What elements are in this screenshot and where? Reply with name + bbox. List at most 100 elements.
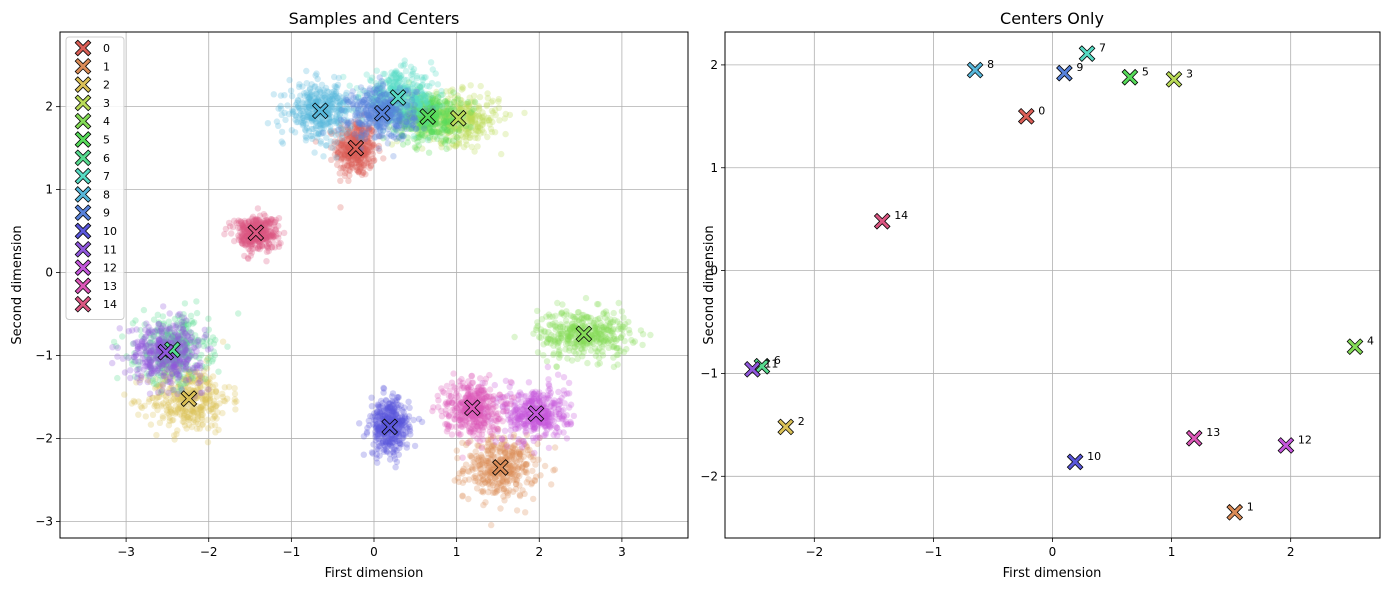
sample-point xyxy=(546,445,552,451)
sample-point xyxy=(222,384,228,390)
sample-point xyxy=(411,133,417,139)
sample-point xyxy=(304,116,310,122)
sample-point xyxy=(561,387,567,393)
sample-point xyxy=(154,407,160,413)
sample-point xyxy=(632,338,638,344)
sample-point xyxy=(405,139,411,145)
sample-point xyxy=(215,369,221,375)
sample-point xyxy=(551,432,557,438)
sample-point xyxy=(476,105,482,111)
sample-point xyxy=(545,376,551,382)
sample-point xyxy=(328,138,334,144)
sample-point xyxy=(366,422,372,428)
sample-point xyxy=(496,117,502,123)
sample-point xyxy=(614,345,620,351)
sample-point xyxy=(286,77,292,83)
sample-point xyxy=(457,100,463,106)
sample-point xyxy=(552,313,558,319)
sample-point xyxy=(559,310,565,316)
sample-point xyxy=(556,413,562,419)
sample-point xyxy=(214,393,220,399)
sample-point xyxy=(347,83,353,89)
sample-point xyxy=(435,81,441,87)
sample-point xyxy=(109,360,115,366)
sample-point xyxy=(376,145,382,151)
sample-point xyxy=(409,92,415,98)
sample-point xyxy=(165,390,171,396)
sample-point xyxy=(219,410,225,416)
sample-point xyxy=(210,373,216,379)
sample-point xyxy=(562,346,568,352)
sample-point xyxy=(488,464,494,470)
sample-point xyxy=(307,86,313,92)
sample-point xyxy=(371,157,377,163)
sample-point xyxy=(202,327,208,333)
sample-point xyxy=(188,313,194,319)
sample-point xyxy=(205,439,211,445)
sample-point xyxy=(479,460,485,466)
sample-point xyxy=(325,89,331,95)
sample-point xyxy=(309,126,315,132)
sample-point xyxy=(537,472,543,478)
sample-point xyxy=(520,463,526,469)
sample-point xyxy=(529,468,535,474)
sample-point xyxy=(492,382,498,388)
sample-point xyxy=(439,130,445,136)
sample-point xyxy=(465,496,471,502)
sample-point xyxy=(362,119,368,125)
sample-point xyxy=(289,93,295,99)
sample-point xyxy=(371,417,377,423)
sample-point xyxy=(303,68,309,74)
sample-point xyxy=(614,352,620,358)
sample-point xyxy=(502,131,508,137)
sample-point xyxy=(647,332,653,338)
sample-point xyxy=(361,97,367,103)
sample-point xyxy=(466,134,472,140)
sample-point xyxy=(167,375,173,381)
sample-point xyxy=(555,372,561,378)
sample-point xyxy=(148,421,154,427)
sample-point xyxy=(560,429,566,435)
sample-point xyxy=(459,493,465,499)
sample-point xyxy=(195,342,201,348)
sample-point xyxy=(152,401,158,407)
sample-point xyxy=(595,301,601,307)
sample-point xyxy=(405,399,411,405)
sample-point xyxy=(592,345,598,351)
sample-point xyxy=(405,111,411,117)
sample-point xyxy=(503,111,509,117)
sample-point xyxy=(181,315,187,321)
sample-point xyxy=(551,350,557,356)
sample-point xyxy=(212,382,218,388)
sample-point xyxy=(370,450,376,456)
sample-point xyxy=(639,342,645,348)
sample-point xyxy=(517,410,523,416)
sample-point xyxy=(526,379,532,385)
sample-point xyxy=(611,336,617,342)
sample-point xyxy=(488,522,494,528)
sample-point xyxy=(451,99,457,105)
sample-point xyxy=(420,77,426,83)
sample-point xyxy=(115,345,121,351)
sample-point xyxy=(125,355,131,361)
sample-point xyxy=(114,375,120,381)
sample-point xyxy=(422,92,428,98)
sample-point xyxy=(399,116,405,122)
sample-point xyxy=(582,345,588,351)
sample-point xyxy=(369,75,375,81)
sample-point xyxy=(450,89,456,95)
sample-point xyxy=(158,326,164,332)
sample-point xyxy=(356,420,362,426)
sample-point xyxy=(531,450,537,456)
sample-point xyxy=(428,59,434,65)
sample-point xyxy=(499,435,505,441)
sample-point xyxy=(542,420,548,426)
sample-point xyxy=(232,406,238,412)
sample-point xyxy=(517,457,523,463)
sample-point xyxy=(375,98,381,104)
sample-point xyxy=(481,113,487,119)
sample-point xyxy=(167,310,173,316)
sample-point xyxy=(176,396,182,402)
sample-point xyxy=(514,507,520,513)
sample-point xyxy=(215,427,221,433)
